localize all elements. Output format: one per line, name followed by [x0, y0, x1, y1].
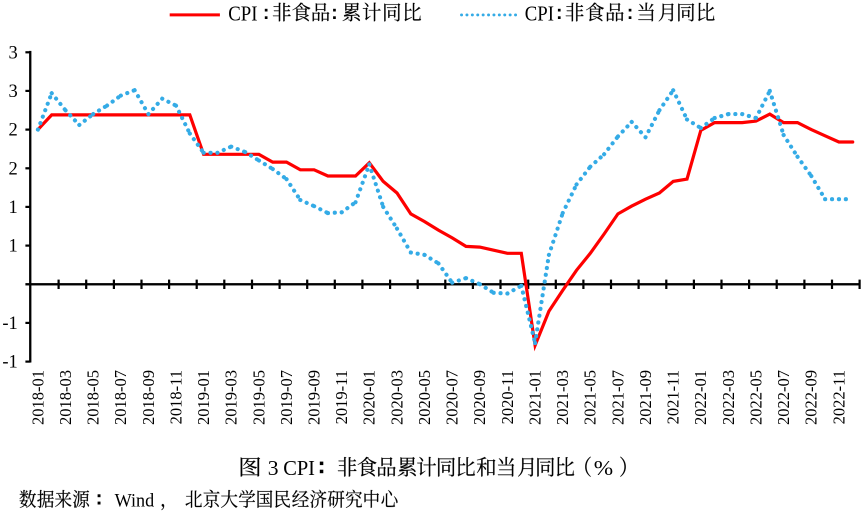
svg-text:CPI: CPI — [228, 1, 257, 25]
svg-text:Wind: Wind — [115, 490, 155, 511]
svg-text:3: 3 — [9, 82, 18, 102]
svg-text:CPI: CPI — [283, 456, 315, 480]
svg-text:2: 2 — [9, 159, 18, 179]
svg-text:2022-09: 2022-09 — [802, 370, 821, 425]
svg-text:2019-09: 2019-09 — [305, 370, 324, 425]
svg-text:2021-07: 2021-07 — [608, 370, 627, 425]
svg-text:3: 3 — [9, 43, 18, 63]
svg-text:2022-05: 2022-05 — [746, 370, 765, 425]
svg-text:2021-03: 2021-03 — [553, 370, 572, 425]
svg-text:2018-05: 2018-05 — [84, 370, 103, 425]
svg-text:2020-01: 2020-01 — [360, 370, 379, 425]
svg-text:1: 1 — [9, 198, 18, 218]
svg-text:2022-11: 2022-11 — [829, 370, 848, 424]
svg-text:2021-01: 2021-01 — [526, 370, 545, 425]
svg-text:2019-07: 2019-07 — [277, 370, 296, 425]
svg-text:2022-07: 2022-07 — [774, 370, 793, 425]
svg-text:2018-01: 2018-01 — [28, 370, 47, 425]
svg-text:CPI: CPI — [525, 1, 554, 25]
svg-text:-1: -1 — [2, 353, 17, 373]
svg-text:2021-09: 2021-09 — [636, 370, 655, 425]
svg-text:2020-11: 2020-11 — [498, 370, 517, 424]
svg-text:2022-01: 2022-01 — [691, 370, 710, 425]
svg-text:2019-11: 2019-11 — [332, 370, 351, 424]
svg-text:2021-05: 2021-05 — [581, 370, 600, 425]
svg-text:2020-09: 2020-09 — [470, 370, 489, 425]
svg-text:2022-03: 2022-03 — [719, 370, 738, 425]
svg-text:3: 3 — [268, 456, 279, 480]
svg-text:2018-03: 2018-03 — [56, 370, 75, 425]
svg-text:2: 2 — [9, 121, 18, 141]
svg-text:%: % — [594, 456, 613, 480]
svg-text:2020-05: 2020-05 — [415, 370, 434, 425]
svg-text:2019-05: 2019-05 — [249, 370, 268, 425]
svg-text:1: 1 — [9, 237, 18, 257]
svg-text:2018-09: 2018-09 — [139, 370, 158, 425]
svg-text:2021-11: 2021-11 — [664, 370, 683, 424]
svg-text:2020-03: 2020-03 — [387, 370, 406, 425]
svg-text:2018-07: 2018-07 — [111, 370, 130, 425]
svg-text:2020-07: 2020-07 — [443, 370, 462, 425]
svg-text:-1: -1 — [2, 314, 17, 334]
svg-text:2019-03: 2019-03 — [222, 370, 241, 425]
svg-text:2019-01: 2019-01 — [194, 370, 213, 425]
svg-text:2018-11: 2018-11 — [166, 370, 185, 424]
